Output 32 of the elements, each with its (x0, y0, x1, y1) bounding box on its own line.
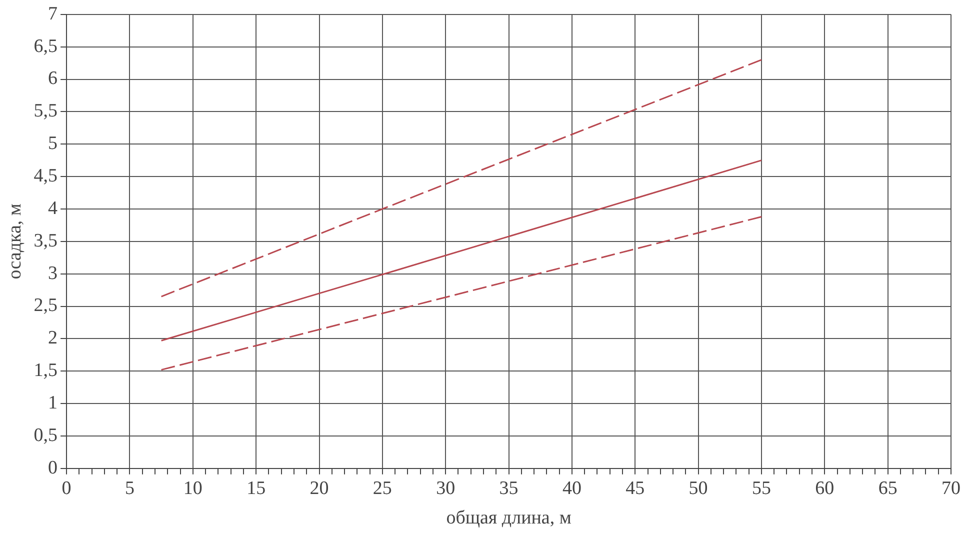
y-tick-label: 7 (48, 3, 58, 24)
y-tick-label: 3 (48, 262, 58, 284)
x-tick-label: 0 (62, 478, 72, 499)
x-tick-label: 70 (942, 478, 960, 499)
x-tick-label: 65 (878, 478, 898, 499)
y-tick-label: 5,5 (34, 100, 58, 122)
y-tick-label: 4 (48, 198, 58, 219)
y-tick-label: 0 (48, 457, 58, 478)
x-tick-label: 25 (372, 478, 392, 499)
x-tick-label: 50 (688, 478, 708, 499)
x-tick-label: 40 (562, 478, 582, 499)
y-tick-label: 1,5 (34, 360, 58, 382)
y-tick-label: 6,5 (34, 36, 58, 57)
x-tick-label: 55 (752, 478, 771, 499)
x-tick-label: 20 (310, 478, 329, 499)
x-tick-label: 60 (815, 478, 834, 499)
y-tick-label: 0,5 (34, 424, 58, 446)
y-axis-title: осадка, м (4, 204, 26, 280)
y-tick-label: 4,5 (34, 166, 58, 187)
x-axis-title: общая длина, м (446, 508, 572, 529)
x-tick-label: 10 (183, 478, 202, 499)
x-tick-label: 15 (246, 478, 266, 499)
y-tick-label: 3,5 (34, 230, 58, 252)
y-tick-label: 1 (48, 392, 58, 414)
y-tick-label: 6 (48, 68, 58, 90)
x-tick-label: 35 (499, 478, 518, 499)
y-tick-label: 2,5 (34, 295, 58, 316)
y-tick-label: 5 (48, 133, 58, 154)
x-tick-label: 30 (436, 478, 456, 499)
y-tick-label: 2 (48, 328, 58, 349)
x-tick-label: 5 (124, 478, 134, 499)
x-tick-label: 45 (626, 478, 645, 499)
